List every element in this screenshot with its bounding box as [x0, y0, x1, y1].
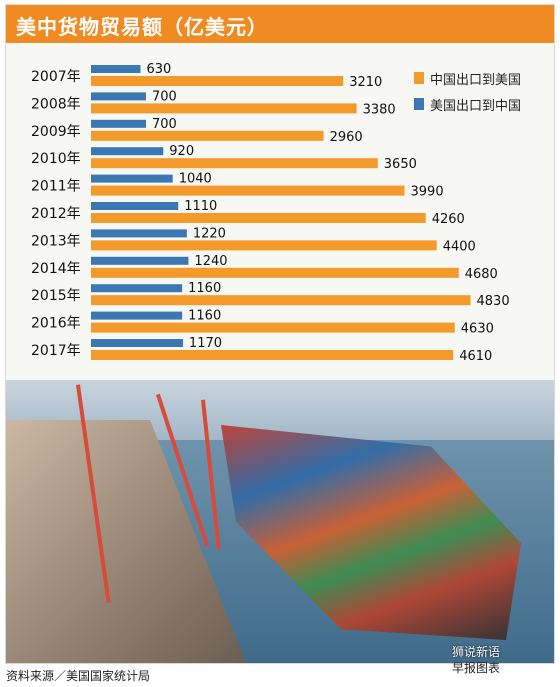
- bar-us-to-china: [91, 339, 183, 347]
- legend-item-us-to-china: 美国出口到中国: [414, 91, 554, 117]
- data-label-china-to-us: 4400: [443, 239, 476, 254]
- category-label: 2009年: [31, 124, 81, 140]
- bar-china-to-us: [91, 240, 437, 251]
- bar-us-to-china: [91, 284, 183, 293]
- category-label: 2007年: [31, 69, 81, 85]
- data-label-us-to-china: 1170: [189, 336, 222, 351]
- legend-label-us-to-china: 美国出口到中国: [430, 98, 522, 114]
- data-label-us-to-china: 920: [169, 144, 194, 159]
- legend-label-china-to-us: 中国出口到美国: [430, 72, 522, 88]
- data-label-us-to-china: 1160: [188, 309, 221, 324]
- bar-china-to-us: [91, 350, 454, 360]
- port-photo: [6, 380, 554, 663]
- bar-us-to-china: [91, 65, 141, 73]
- data-label-china-to-us: 4260: [432, 212, 465, 227]
- data-label-us-to-china: 1040: [179, 172, 212, 187]
- data-label-china-to-us: 2960: [330, 130, 363, 145]
- bar-china-to-us: [91, 295, 471, 306]
- credit: 狮说新语 早报图表: [452, 644, 500, 676]
- category-label: 2013年: [31, 233, 81, 249]
- data-label-us-to-china: 1220: [193, 226, 226, 241]
- bar-china-to-us: [91, 185, 405, 196]
- category-label: 2010年: [31, 151, 81, 167]
- bar-us-to-china: [91, 92, 146, 101]
- legend: 中国出口到美国 美国出口到中国: [414, 65, 554, 117]
- data-label-china-to-us: 3210: [349, 75, 382, 90]
- data-label-us-to-china: 1240: [194, 254, 227, 269]
- bar-china-to-us: [91, 158, 378, 169]
- bar-china-to-us: [91, 130, 324, 141]
- category-label: 2017年: [31, 343, 81, 359]
- category-label: 2012年: [31, 206, 81, 222]
- chart-title: 美中货物贸易额（亿美元）: [16, 15, 268, 39]
- brand-watermark: 狮说新语: [452, 645, 501, 659]
- data-label-us-to-china: 1110: [184, 199, 217, 214]
- data-label-china-to-us: 4680: [465, 267, 498, 282]
- legend-swatch-us-to-china: [414, 98, 424, 110]
- bar-china-to-us: [91, 322, 455, 333]
- category-label: 2008年: [31, 96, 81, 112]
- data-label-china-to-us: 3990: [411, 185, 444, 200]
- data-label-china-to-us: 4830: [477, 294, 510, 309]
- source-note: 资料来源／美国国家统计局: [6, 669, 151, 683]
- bar-us-to-china: [91, 229, 187, 238]
- bar-china-to-us: [91, 76, 344, 86]
- legend-swatch-china-to-us: [414, 72, 424, 84]
- data-label-us-to-china: 630: [147, 62, 172, 77]
- infographic-frame: 美中货物贸易额（亿美元） 2007年 630 3210 2008年 700 3380 200…: [5, 4, 555, 664]
- category-label: 2015年: [31, 288, 81, 304]
- bar-china-to-us: [91, 267, 459, 278]
- data-label-china-to-us: 3650: [384, 157, 417, 172]
- category-label: 2014年: [31, 261, 81, 277]
- bar-china-to-us: [91, 103, 357, 114]
- bar-chart: 2007年 630 3210 2008年 700 3380 2009年 700 2960 2010…: [31, 62, 510, 364]
- bar-china-to-us: [91, 213, 426, 223]
- data-label-us-to-china: 700: [152, 117, 177, 132]
- bar-us-to-china: [91, 202, 179, 210]
- data-label-china-to-us: 4630: [461, 322, 494, 337]
- data-label-us-to-china: 1160: [188, 281, 221, 296]
- credit-tag: 早报图表: [452, 661, 501, 675]
- legend-item-china-to-us: 中国出口到美国: [414, 65, 554, 91]
- bar-us-to-china: [91, 256, 189, 265]
- bar-us-to-china: [91, 147, 164, 156]
- bar-us-to-china: [91, 119, 146, 128]
- bar-us-to-china: [91, 174, 173, 183]
- data-label-china-to-us: 3380: [363, 102, 396, 117]
- title-bar: 美中货物贸易额（亿美元）: [6, 5, 554, 43]
- data-label-us-to-china: 700: [152, 89, 177, 104]
- data-label-china-to-us: 4610: [459, 349, 492, 364]
- bar-us-to-china: [91, 311, 183, 320]
- category-label: 2016年: [31, 316, 81, 332]
- category-label: 2011年: [31, 179, 81, 195]
